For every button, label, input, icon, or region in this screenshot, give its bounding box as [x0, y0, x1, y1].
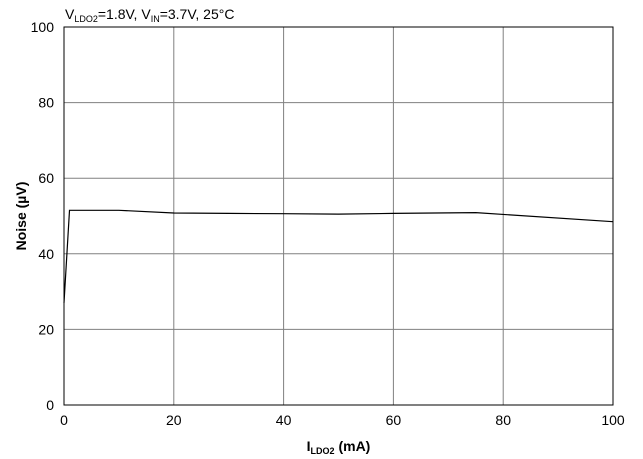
y-axis-label: Noise (µV)	[13, 182, 29, 251]
x-tick-100: 100	[601, 412, 625, 428]
conditions-annotation: VLDO2=1.8V, VIN=3.7V, 25°C	[65, 6, 234, 24]
y-tick-60: 60	[38, 170, 54, 186]
y-tick-0: 0	[46, 397, 54, 413]
y-tick-80: 80	[38, 95, 54, 111]
x-tick-40: 40	[276, 412, 292, 428]
x-tick-labels: 0 20 40 60 80 100	[60, 412, 625, 428]
noise-series-line	[63, 209, 614, 303]
y-tick-labels: 0 20 40 60 80 100	[31, 19, 55, 413]
x-axis-label: ILDO2 (mA)	[307, 438, 371, 456]
y-tick-100: 100	[31, 19, 55, 35]
y-tick-40: 40	[38, 246, 54, 262]
gridlines	[64, 27, 613, 405]
x-tick-20: 20	[166, 412, 182, 428]
x-tick-0: 0	[60, 412, 68, 428]
y-tick-20: 20	[38, 321, 54, 337]
x-tick-80: 80	[495, 412, 511, 428]
plot-frame	[63, 26, 614, 406]
x-tick-60: 60	[386, 412, 402, 428]
